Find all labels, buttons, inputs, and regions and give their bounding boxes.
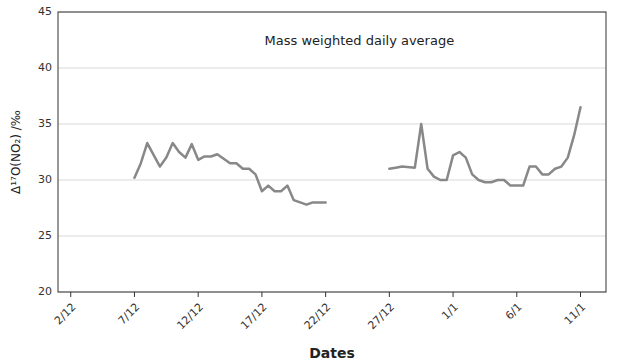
title: Mass weighted daily average <box>265 33 455 48</box>
x-tick <box>325 292 326 297</box>
x-tick-label: 17/12 <box>238 301 270 333</box>
plot-frame <box>58 12 606 292</box>
grid-line <box>58 236 606 237</box>
y-axis-label: Δ¹⁷O(NO₂) /‰ <box>9 110 23 194</box>
line <box>389 107 580 185</box>
line <box>134 143 325 205</box>
y-tick-label: 35 <box>38 117 52 130</box>
chart: 20 25 30 35 40 45 2/12 7/12 12/12 17/12 22/12 27/12… <box>0 0 618 364</box>
x-tick <box>389 292 390 297</box>
y-tick-label: 25 <box>38 229 52 242</box>
x-tick <box>453 292 454 297</box>
y-tick-label: 30 <box>38 173 52 186</box>
grid-line <box>58 124 606 125</box>
grid-line <box>58 68 606 69</box>
x-tick-label: 11/1 <box>562 301 589 328</box>
x-tick <box>516 292 517 297</box>
x-tick <box>580 292 581 297</box>
y-tick-label: 20 <box>38 285 52 298</box>
x-tick-label: 2/12 <box>52 301 79 328</box>
x-tick-label: 1/1 <box>439 301 461 323</box>
y-tick-label: 40 <box>38 61 52 74</box>
x-tick-label: 6/1 <box>503 301 525 323</box>
x-tick <box>134 292 135 297</box>
x-tick-label: 7/12 <box>116 301 143 328</box>
x-axis-label: Dates <box>309 345 355 361</box>
background <box>0 0 618 364</box>
x-tick <box>198 292 199 297</box>
x-tick <box>70 292 71 297</box>
plot-area <box>134 107 580 204</box>
x-tick-label: 27/12 <box>366 301 398 333</box>
y-tick-label: 45 <box>38 5 52 18</box>
x-tick-label: 22/12 <box>302 301 334 333</box>
x-tick <box>261 292 262 297</box>
x-tick-label: 12/12 <box>174 301 206 333</box>
